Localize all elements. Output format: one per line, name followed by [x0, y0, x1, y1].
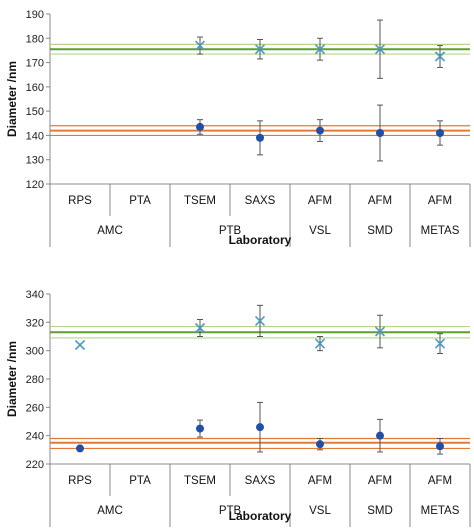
x-marker-stroke: [434, 51, 446, 62]
y-tick-label: 120: [26, 179, 44, 191]
data-point-circle: [436, 129, 444, 137]
y-tick-label: 320: [26, 317, 44, 329]
x-marker-stroke: [74, 339, 86, 351]
x-group-label: PTB: [219, 225, 242, 237]
data-point-circle: [256, 423, 264, 432]
data-point-x-marker: [314, 44, 326, 55]
x-group-label: METAS: [421, 225, 460, 237]
x-category-label: AFM: [308, 195, 332, 207]
y-tick-label: 150: [26, 106, 44, 118]
x-category-label: SAXS: [245, 475, 276, 487]
x-group-label: AMC: [97, 505, 123, 517]
x-marker-stroke: [194, 40, 206, 51]
data-point-x-marker: [434, 51, 446, 62]
y-tick-label: 260: [26, 402, 44, 414]
x-marker-stroke: [254, 315, 266, 326]
x-group-label: SMD: [367, 225, 393, 237]
data-point-x-marker: [314, 338, 326, 349]
y-tick-label: 300: [26, 346, 44, 358]
x-category-label: TSEM: [184, 195, 216, 207]
y-tick-label: 340: [26, 289, 44, 301]
data-point-circle: [436, 442, 444, 451]
y-tick-label: 140: [26, 130, 44, 142]
x-marker-stroke: [374, 326, 386, 337]
x-category-label: RPS: [68, 475, 92, 487]
data-point-x-marker: [434, 338, 446, 349]
y-axis-label: Diameter /nm: [5, 61, 19, 137]
x-marker-stroke: [434, 338, 446, 349]
y-tick-label: 130: [26, 155, 44, 167]
x-axis-label: Laboratory: [229, 509, 292, 523]
chart-bottom-panel: 220 240 260 280 300 320 340 Diameter /nm RPS PTA T…: [5, 289, 471, 527]
data-point-x-marker: [254, 315, 266, 326]
x-category-label: AFM: [368, 475, 392, 487]
x-axis-label: Laboratory: [229, 233, 292, 247]
x-category-label: AFM: [308, 475, 332, 487]
y-tick-label: 160: [26, 82, 44, 94]
data-point-circle: [76, 444, 84, 453]
x-category-label: AFM: [428, 475, 452, 487]
data-point-x-marker: [194, 40, 206, 51]
x-category-label: PTA: [129, 195, 151, 207]
data-point-circle: [256, 133, 264, 142]
x-category-label: SAXS: [245, 195, 276, 207]
data-point-circle: [196, 122, 204, 131]
data-point-circle: [376, 129, 384, 137]
x-group-label: VSL: [309, 225, 331, 237]
x-group-label: PTB: [219, 505, 242, 517]
x-marker-stroke: [374, 44, 386, 55]
x-marker-stroke: [314, 44, 326, 55]
data-point-circle: [316, 126, 324, 135]
y-tick-label: 180: [26, 33, 44, 45]
x-marker-stroke: [314, 338, 326, 349]
y-tick-label: 170: [26, 58, 44, 70]
data-point-x-marker: [374, 44, 386, 55]
x-group-label: METAS: [421, 505, 460, 517]
data-point-x-marker: [374, 326, 386, 337]
x-marker-stroke: [194, 322, 206, 334]
x-group-label: AMC: [97, 225, 123, 237]
x-category-label: RPS: [68, 195, 92, 207]
y-tick-label: 280: [26, 374, 44, 386]
x-category-label: TSEM: [184, 475, 216, 487]
data-point-x-marker: [254, 44, 266, 55]
x-group-label: VSL: [309, 505, 331, 517]
chart-top-panel: 120 130 140 150 160 170 180 190 Diameter /nm RPS P…: [5, 9, 471, 247]
x-category-label: AFM: [428, 195, 452, 207]
y-tick-label: 220: [26, 459, 44, 471]
y-tick-label: 240: [26, 431, 44, 443]
x-marker-stroke: [254, 44, 266, 55]
x-group-label: SMD: [367, 505, 393, 517]
y-axis-label: Diameter /nm: [5, 341, 19, 417]
x-category-label: PTA: [129, 475, 151, 487]
x-category-label: AFM: [368, 195, 392, 207]
data-point-x-marker: [74, 339, 86, 351]
y-tick-label: 190: [26, 9, 44, 21]
data-point-circle: [376, 431, 384, 440]
data-point-circle: [316, 440, 324, 449]
data-point-circle: [196, 424, 204, 433]
data-point-x-marker: [194, 322, 206, 334]
